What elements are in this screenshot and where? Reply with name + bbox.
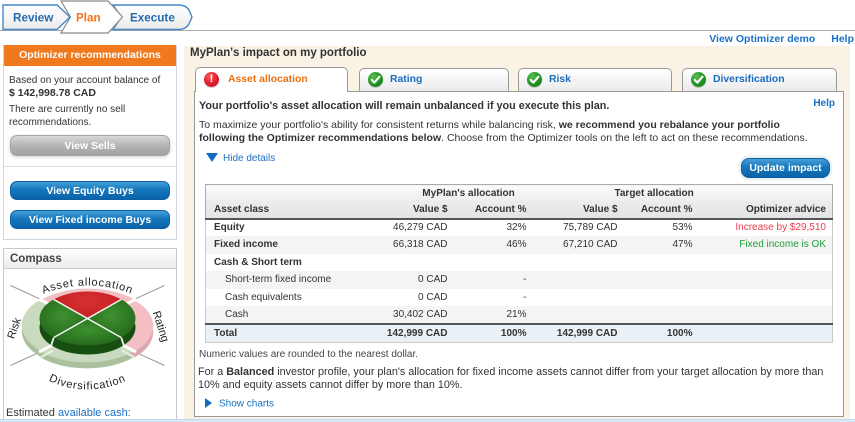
svg-text:Diversification: Diversification bbox=[47, 372, 127, 392]
svg-text:Review: Review bbox=[13, 12, 54, 25]
svg-text:Execute: Execute bbox=[130, 12, 175, 25]
svg-text:Risk: Risk bbox=[5, 316, 24, 341]
svg-text:Plan: Plan bbox=[76, 12, 101, 25]
